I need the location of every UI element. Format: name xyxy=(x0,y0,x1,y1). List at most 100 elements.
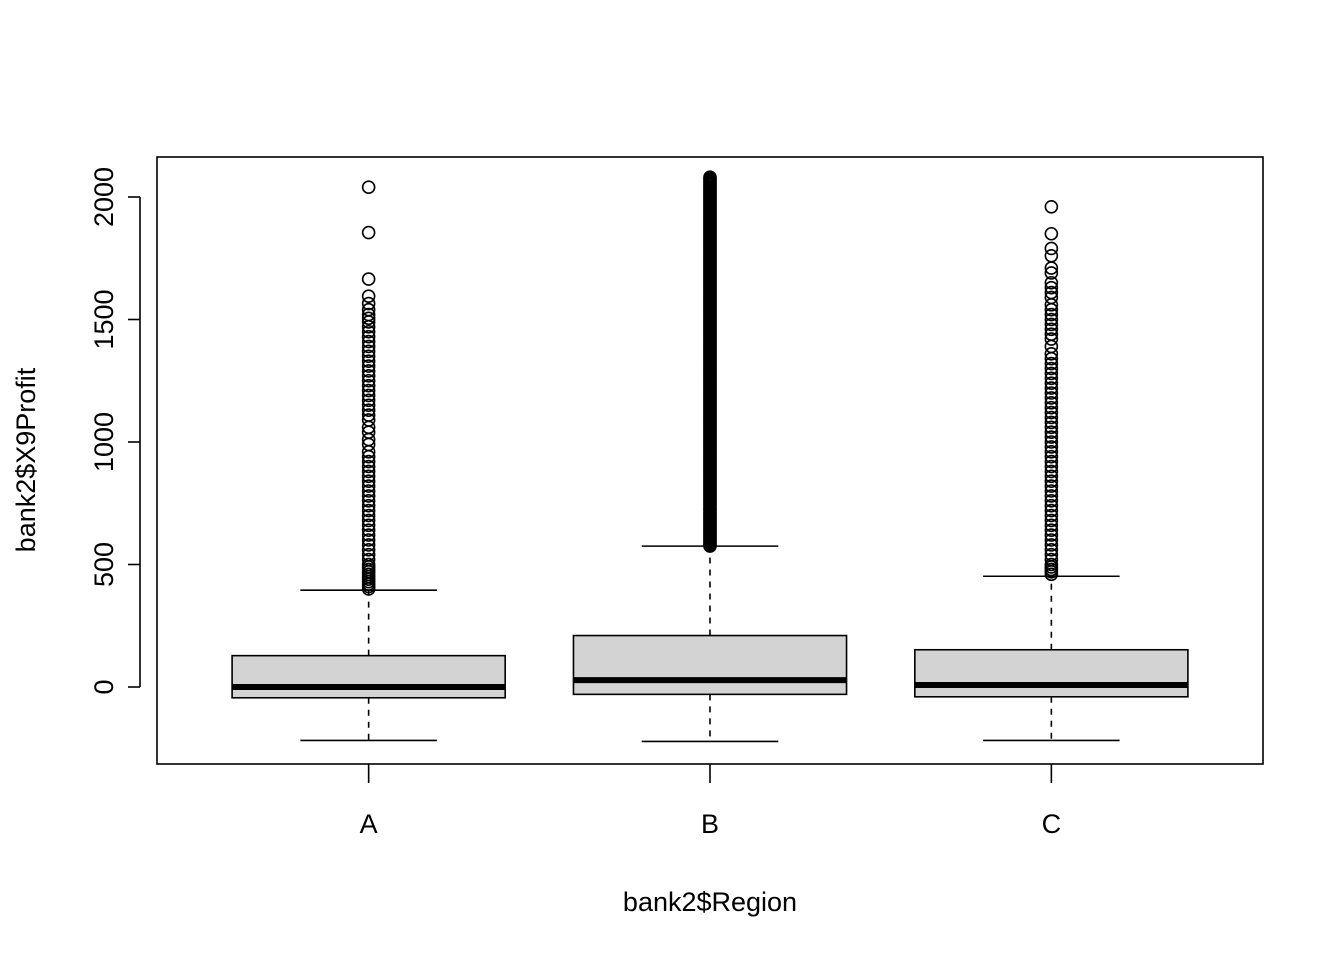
outlier-point xyxy=(1044,351,1059,366)
outlier-point xyxy=(361,315,376,329)
box xyxy=(914,648,1189,698)
outlier-point xyxy=(361,523,376,538)
outlier-point xyxy=(1044,361,1059,376)
outlier-point xyxy=(361,373,376,388)
outlier-point xyxy=(361,369,376,383)
y-tick-label: 1000 xyxy=(89,412,119,472)
outlier-point xyxy=(361,459,376,474)
outlier-point xyxy=(1044,371,1059,386)
outlier-point xyxy=(361,180,376,194)
outlier-point xyxy=(1044,454,1059,469)
outlier-point xyxy=(361,311,376,326)
outlier-point xyxy=(1044,391,1059,405)
outlier-point xyxy=(1044,297,1059,312)
outlier-point xyxy=(361,320,376,334)
outlier-point xyxy=(1044,503,1059,518)
outlier-point xyxy=(361,454,376,469)
outlier-point xyxy=(1044,518,1059,533)
boxes xyxy=(231,170,1189,743)
outlier-point xyxy=(361,503,376,518)
outlier-point xyxy=(1044,444,1059,459)
outlier-point xyxy=(1044,386,1059,400)
outlier-point xyxy=(1044,513,1059,528)
outlier-point xyxy=(1044,435,1059,449)
outlier-point xyxy=(1044,317,1059,332)
outlier-point xyxy=(1044,381,1059,395)
box-group-B xyxy=(572,170,848,743)
outlier-point xyxy=(1044,474,1059,489)
outlier-point xyxy=(361,334,376,349)
outlier-point xyxy=(1044,366,1059,381)
outlier-point xyxy=(361,329,376,344)
outlier-point xyxy=(361,464,376,479)
outlier-point xyxy=(361,403,376,417)
x-tick-label: C xyxy=(1042,809,1062,839)
box-group-C xyxy=(914,200,1189,742)
y-tick-label: 0 xyxy=(89,679,119,694)
x-tick-label: A xyxy=(360,809,378,839)
outlier-point xyxy=(1044,479,1059,493)
outlier-point xyxy=(361,493,376,508)
outlier-point xyxy=(1044,415,1059,430)
outlier-point xyxy=(1044,280,1059,295)
outlier-point xyxy=(1044,498,1059,513)
outlier-point xyxy=(1044,346,1059,361)
outlier-point xyxy=(1044,430,1059,444)
outlier-point xyxy=(361,339,376,354)
x-axis-label: bank2$Region xyxy=(623,887,797,917)
outlier-point xyxy=(361,528,376,542)
outlier-point xyxy=(1044,266,1059,280)
outlier-point xyxy=(1044,538,1059,552)
outlier-point xyxy=(1044,200,1059,214)
x-axis: A B C xyxy=(360,764,1061,839)
outlier-point xyxy=(1044,410,1059,425)
outlier-point xyxy=(361,359,376,373)
x-tick-label: B xyxy=(701,809,719,839)
outlier-point xyxy=(1044,322,1059,337)
outlier-point xyxy=(361,538,376,552)
y-tick-label: 500 xyxy=(89,542,119,587)
outlier-point xyxy=(1044,420,1059,435)
outlier-point xyxy=(1044,332,1059,346)
outlier-point xyxy=(1044,405,1059,420)
outlier-point xyxy=(361,508,376,523)
outlier-point xyxy=(1044,400,1059,415)
outlier-point xyxy=(1044,533,1059,547)
outlier-point xyxy=(1044,261,1059,275)
box xyxy=(572,634,848,696)
outlier-point xyxy=(361,533,376,547)
outlier-point xyxy=(361,388,376,403)
outlier-point xyxy=(1044,356,1059,371)
outlier-point xyxy=(1044,542,1059,557)
outlier-point xyxy=(361,474,376,489)
outlier-point xyxy=(1044,226,1059,241)
outlier-point xyxy=(361,344,376,359)
y-tick-label: 1500 xyxy=(89,289,119,349)
outlier-point xyxy=(361,444,376,459)
outlier-point xyxy=(361,484,376,498)
outlier-point xyxy=(361,378,376,393)
outlier-point xyxy=(361,489,376,503)
outlier-point xyxy=(1044,484,1059,498)
outlier-point xyxy=(1044,440,1059,454)
outlier-point xyxy=(361,582,376,596)
outlier-point xyxy=(1044,302,1059,317)
outlier-point xyxy=(1044,425,1059,440)
outlier-point xyxy=(1044,449,1059,464)
outlier-point xyxy=(1044,493,1059,508)
y-axis: 0 500 1000 1500 2000 xyxy=(89,167,141,695)
outlier-point xyxy=(1044,508,1059,523)
outlier-point xyxy=(361,542,376,557)
outlier-point xyxy=(1044,567,1059,582)
outlier-point xyxy=(361,349,376,364)
outlier-point xyxy=(361,393,376,408)
outlier-point xyxy=(361,513,376,528)
outlier-point xyxy=(361,449,376,464)
outlier-point xyxy=(361,479,376,493)
outlier-point xyxy=(361,272,376,286)
outlier-point xyxy=(703,170,717,184)
outlier-point xyxy=(361,469,376,484)
outlier-point xyxy=(1044,249,1059,263)
outlier-point xyxy=(1044,528,1059,542)
